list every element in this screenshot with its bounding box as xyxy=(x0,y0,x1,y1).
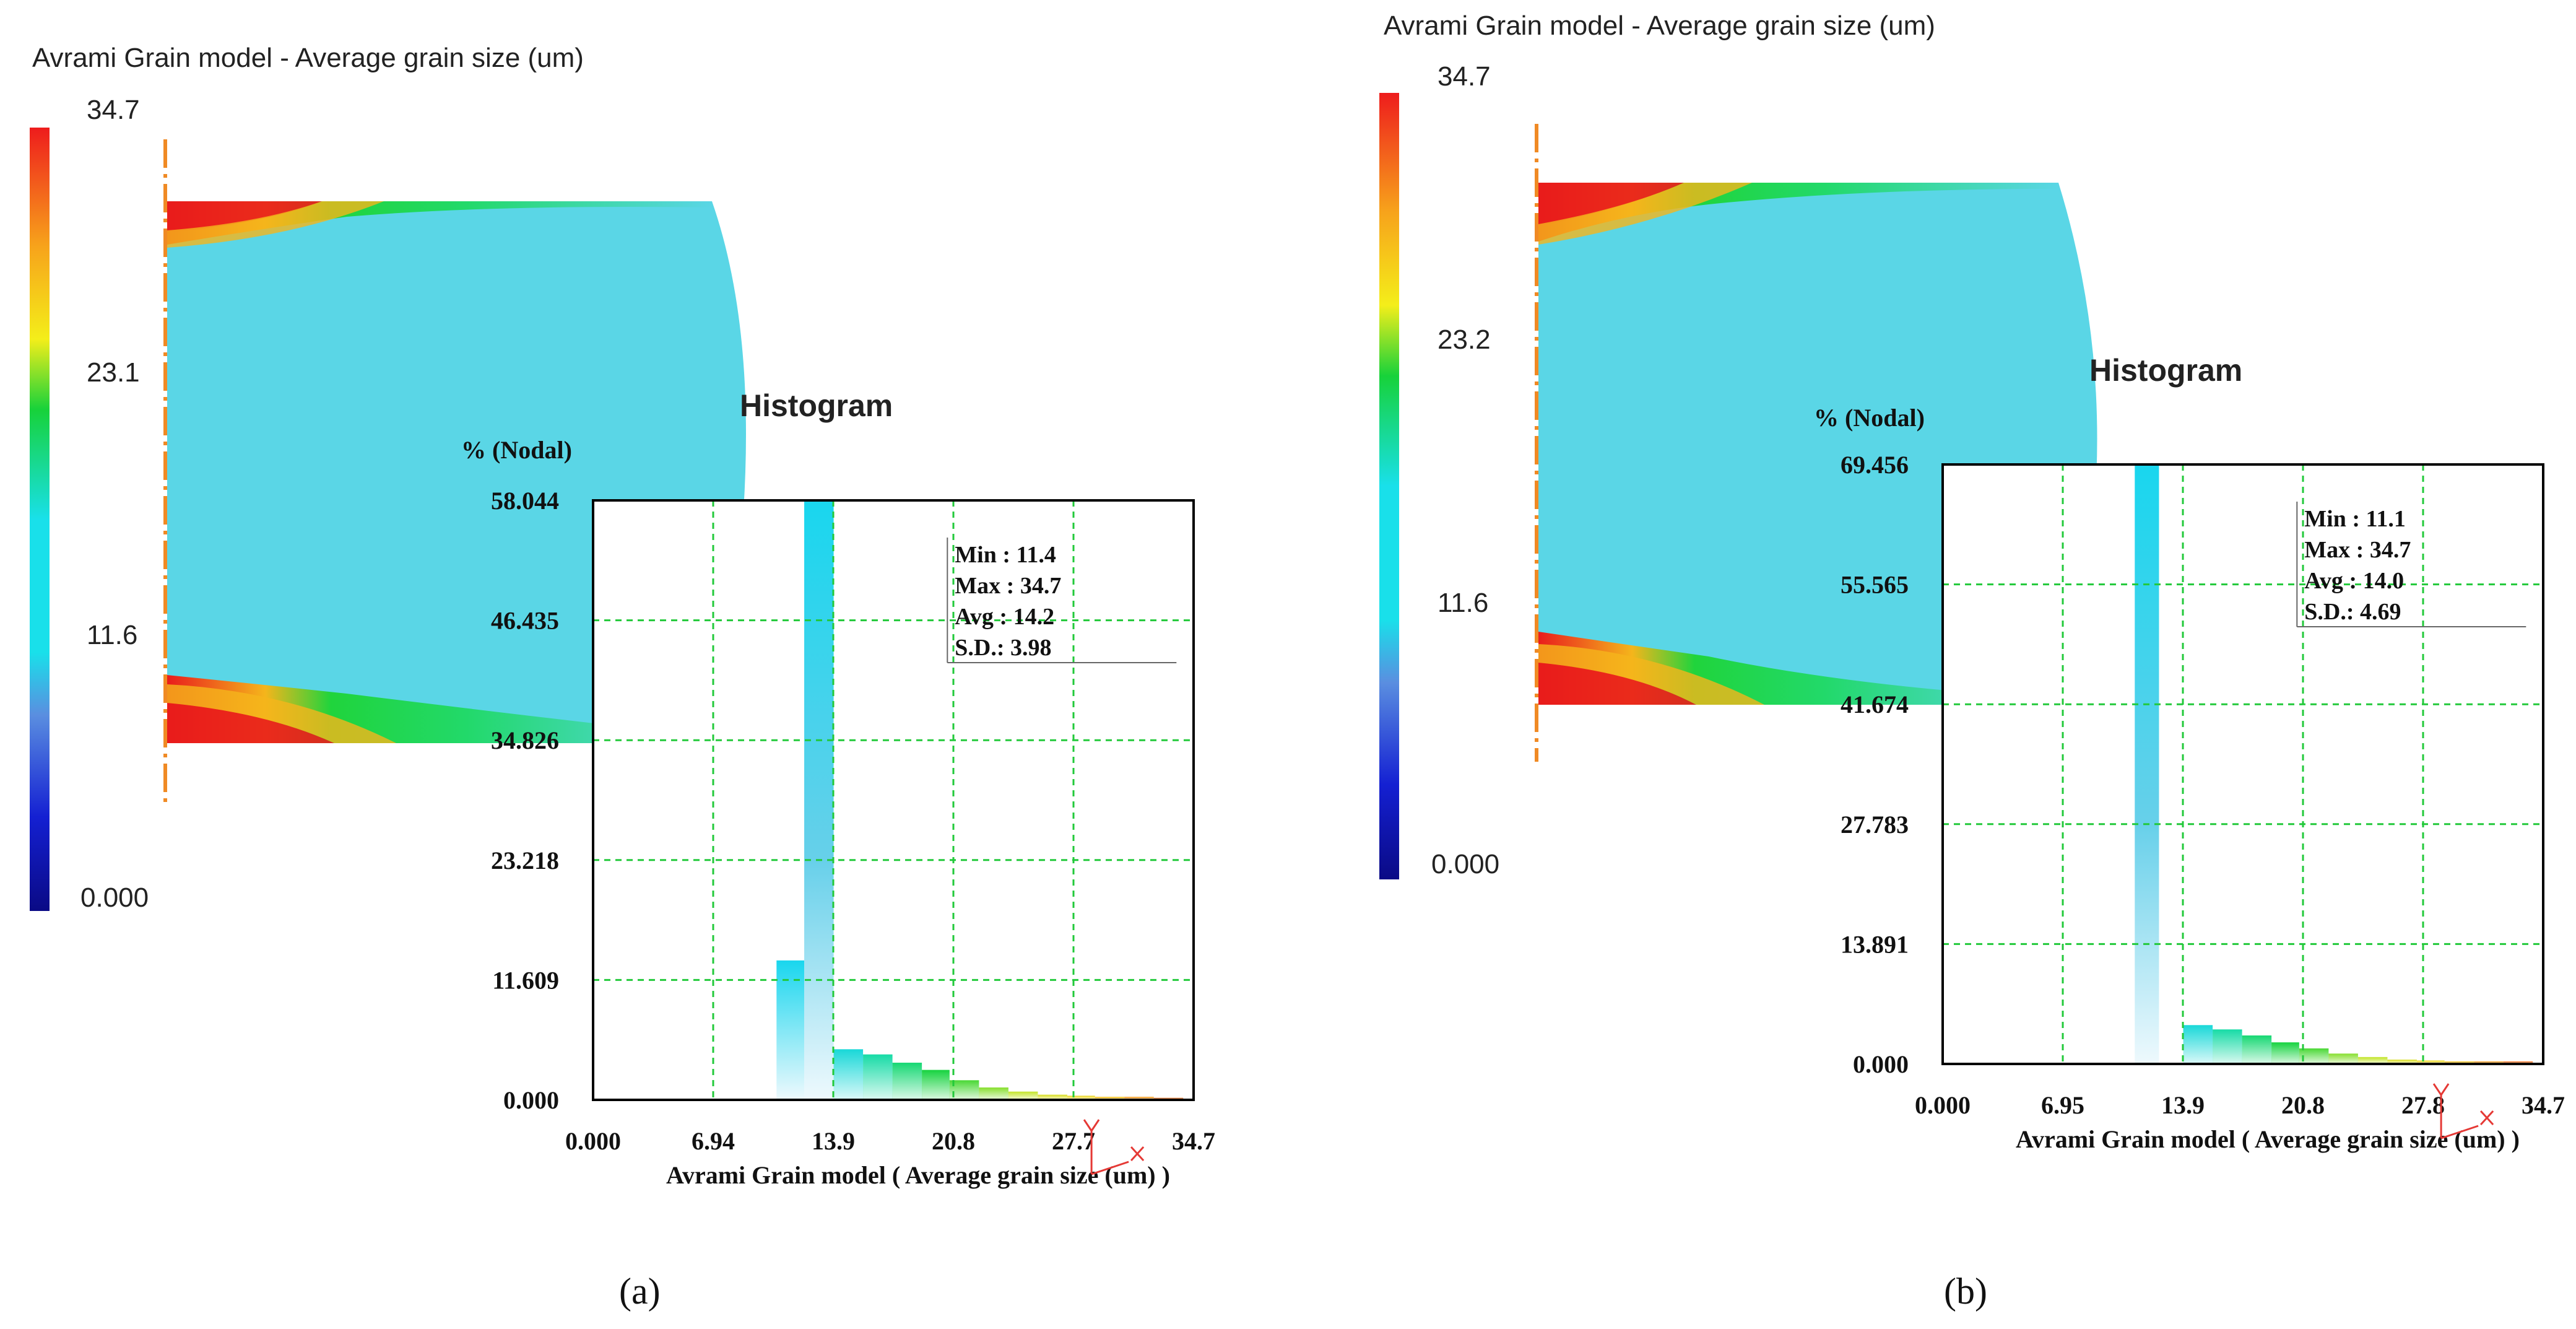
histogram-bar-fade xyxy=(892,1062,922,1100)
stats-line: Max : 34.7 xyxy=(2304,537,2411,563)
x-tick-label: 27.8 xyxy=(2401,1091,2445,1119)
plot-area xyxy=(593,500,1194,1100)
histogram-bar-fade xyxy=(2387,1060,2417,1064)
stats-line: Avg : 14.2 xyxy=(955,604,1054,630)
histogram-bar-fade xyxy=(1124,1096,1154,1100)
histogram-bar-fade xyxy=(2328,1053,2358,1064)
colorbar-tick-3: 11.6 xyxy=(1438,588,1488,618)
histogram-title: Histogram xyxy=(2089,353,2242,388)
stats-line: Avg : 14.0 xyxy=(2304,568,2404,594)
axis-marker-x-glyph xyxy=(2479,1110,2494,1126)
plot-frame xyxy=(592,499,1195,1101)
axis-marker-x-glyph xyxy=(1130,1146,1145,1162)
histogram-bar-fade xyxy=(922,1070,950,1100)
colorbar-tick-min: 0.000 xyxy=(80,882,149,913)
y-tick-label: 69.456 xyxy=(1841,451,1909,479)
colorbar xyxy=(30,128,50,911)
histogram-bar-fade xyxy=(949,1080,979,1100)
y-tick-label: 0.000 xyxy=(1853,1050,1909,1078)
histogram-bar-fade xyxy=(2444,1061,2474,1064)
y-unit-label: % (Nodal) xyxy=(1814,404,1925,432)
colorbar-tick-2: 23.1 xyxy=(87,357,140,388)
plot-area xyxy=(1943,464,2543,1064)
histogram-bar-fade xyxy=(2416,1060,2445,1064)
x-tick-label: 13.9 xyxy=(2161,1091,2205,1119)
y-tick-label: 23.218 xyxy=(491,847,559,874)
stats-line: Min : 11.4 xyxy=(955,542,1056,568)
colorbar-tick-2: 23.2 xyxy=(1438,325,1491,355)
panel-label: (b) xyxy=(1944,1271,1987,1312)
histogram-bar-fade xyxy=(2183,1025,2213,1064)
x-axis-label: Avrami Grain model ( Average grain size … xyxy=(2016,1125,2520,1153)
panel-a: Avrami Grain model - Average grain size … xyxy=(30,43,1215,1312)
axis-marker-x xyxy=(2440,1125,2479,1139)
histogram-bar-fade xyxy=(2299,1048,2329,1064)
stats-line: S.D.: 4.69 xyxy=(2304,599,2401,625)
histogram-bar xyxy=(804,500,834,1100)
histogram-bar-fade xyxy=(1067,1096,1095,1100)
stats-line: S.D.: 3.98 xyxy=(955,635,1051,661)
histogram-bar-fade xyxy=(2213,1029,2242,1064)
histogram-a: 58.044 46.435 34.826 23.218 11.609 0.0000.000… xyxy=(491,487,1215,1189)
colorbar-tick-min: 0.000 xyxy=(1431,849,1499,879)
y-tick-label: 34.826 xyxy=(491,726,559,754)
x-tick-label: 34.7 xyxy=(1172,1127,1215,1155)
stats-line: Min : 11.1 xyxy=(2304,506,2406,532)
histogram-bar-fade xyxy=(2271,1042,2299,1064)
y-tick-label: 55.565 xyxy=(1841,571,1909,599)
histogram-bar-fade xyxy=(2503,1061,2533,1064)
axis-marker-x xyxy=(1091,1161,1129,1175)
x-tick-label: 13.9 xyxy=(812,1127,855,1155)
y-tick-label: 0.000 xyxy=(503,1086,559,1114)
histogram-bar xyxy=(776,960,805,1100)
stats-line: Max : 34.7 xyxy=(955,573,1061,599)
histogram-title: Histogram xyxy=(740,388,893,423)
axis-marker-y-glyph xyxy=(2432,1083,2450,1104)
histogram-bar-fade xyxy=(1095,1096,1125,1100)
colorbar-tick-max: 34.7 xyxy=(1438,61,1491,92)
x-tick-label: 34.7 xyxy=(2522,1091,2565,1119)
histogram-bar-fade xyxy=(2474,1061,2504,1064)
axis-marker-y-glyph xyxy=(1083,1119,1100,1139)
histogram-bar-fade xyxy=(833,1049,864,1100)
histogram-bar-fade xyxy=(1038,1094,1067,1100)
histogram-bar-fade xyxy=(2242,1035,2272,1064)
y-tick-label: 11.609 xyxy=(492,966,559,994)
histogram-bar-fade xyxy=(1008,1091,1038,1100)
histogram-b: 69.456 55.565 41.674 27.783 13.891 0.0000.000… xyxy=(1841,451,2565,1153)
contour-title: Avrami Grain model - Average grain size … xyxy=(32,43,584,73)
x-tick-label: 0.000 xyxy=(1915,1091,1971,1119)
x-tick-label: 27.7 xyxy=(1052,1127,1095,1155)
histogram-bar-fade xyxy=(863,1054,893,1100)
x-tick-label: 20.8 xyxy=(932,1127,975,1155)
y-unit-label: % (Nodal) xyxy=(461,436,572,464)
histogram-bar-fade xyxy=(979,1087,1008,1100)
y-tick-label: 58.044 xyxy=(491,487,559,515)
contour-title: Avrami Grain model - Average grain size … xyxy=(1384,11,1935,41)
colorbar-tick-3: 11.6 xyxy=(87,620,137,650)
x-axis-label: Avrami Grain model ( Average grain size … xyxy=(666,1161,1170,1189)
x-tick-label: 6.95 xyxy=(2041,1091,2084,1119)
histogram-bar-fade xyxy=(2357,1057,2388,1064)
y-tick-label: 41.674 xyxy=(1841,691,1909,718)
colorbar-tick-max: 34.7 xyxy=(87,95,140,125)
histogram-bar xyxy=(2135,464,2159,1064)
x-tick-label: 0.000 xyxy=(565,1127,621,1155)
y-tick-label: 46.435 xyxy=(491,607,559,635)
panel-b: Avrami Grain model - Average grain size … xyxy=(1379,11,2565,1312)
colorbar xyxy=(1379,93,1399,879)
y-tick-label: 27.783 xyxy=(1841,811,1909,839)
plot-frame xyxy=(1941,463,2544,1065)
panel-label: (a) xyxy=(619,1271,661,1312)
x-tick-label: 6.94 xyxy=(692,1127,735,1155)
y-tick-label: 13.891 xyxy=(1841,930,1909,958)
x-tick-label: 20.8 xyxy=(2281,1091,2325,1119)
